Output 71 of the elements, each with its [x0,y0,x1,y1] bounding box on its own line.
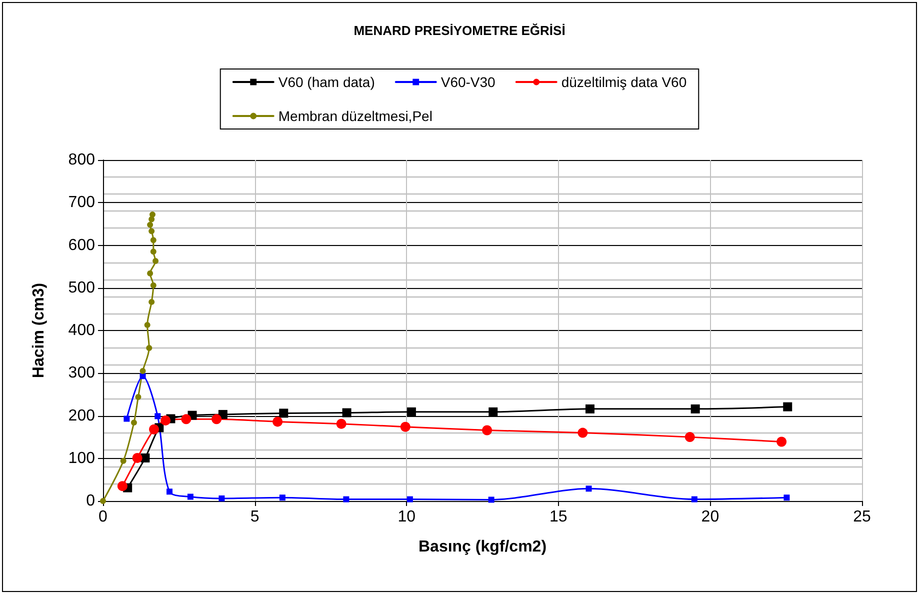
point [691,496,698,502]
y-tick-label: 400 [68,322,96,339]
point [272,416,283,427]
x-axis-title: Basınç (kgf/cm2) [418,538,547,556]
point [120,458,126,464]
chart-title: MENARD PRESİYOMETRE EĞRİSİ [354,23,566,38]
legend-label: Membran düzeltmesi,Pel [278,108,432,124]
legend-label: düzeltilmiş data V60 [561,74,687,90]
x-tick-label: 25 [853,508,871,526]
x-tick-label: 20 [701,508,720,526]
point [140,373,146,380]
point [336,418,346,429]
point [406,407,416,416]
point [148,228,155,234]
point [146,344,152,351]
y-tick-label: 800 [68,152,96,168]
point [100,498,106,504]
point [130,420,137,426]
point [149,212,156,218]
point [578,428,588,438]
point [585,404,594,414]
y-tick-label: 700 [68,194,96,212]
point [406,496,413,502]
point [147,270,154,276]
x-tick-label: 5 [250,508,260,526]
point [279,408,288,418]
point [124,416,130,422]
legend-label: V60 (ham data) [278,74,375,90]
point [488,407,498,416]
point [783,402,792,412]
point [150,248,156,255]
point [212,414,222,424]
point [586,486,592,492]
point [776,436,787,447]
point [343,496,350,502]
point [152,258,159,264]
point [154,413,161,420]
y-tick-label: 200 [68,407,96,424]
point [400,422,410,432]
y-tick-label: 100 [68,450,96,467]
point [135,394,142,400]
x-tick-label: 0 [98,508,108,526]
y-tick-label: 300 [68,364,96,382]
point [690,404,700,414]
point [117,481,128,492]
point [482,425,492,436]
point [488,496,494,503]
point [144,322,150,328]
point [218,495,225,502]
y-axis-title: Hacim (cm3) [30,282,48,378]
point [187,494,194,500]
point [150,237,156,244]
y-tick-label: 0 [86,492,96,510]
point [132,452,142,463]
point [684,432,695,442]
point [149,424,160,434]
point [147,222,154,228]
point [148,298,155,305]
point [784,494,790,501]
point [279,494,286,501]
legend-label: V60-V30 [440,74,496,90]
x-tick-label: 15 [550,508,568,526]
point [166,488,172,495]
point [140,368,146,374]
point [342,408,352,418]
y-tick-label: 600 [68,236,96,254]
x-tick-label: 10 [398,508,416,526]
point [160,415,171,426]
y-tick-label: 500 [68,279,96,296]
point [150,282,156,288]
point [181,414,192,424]
